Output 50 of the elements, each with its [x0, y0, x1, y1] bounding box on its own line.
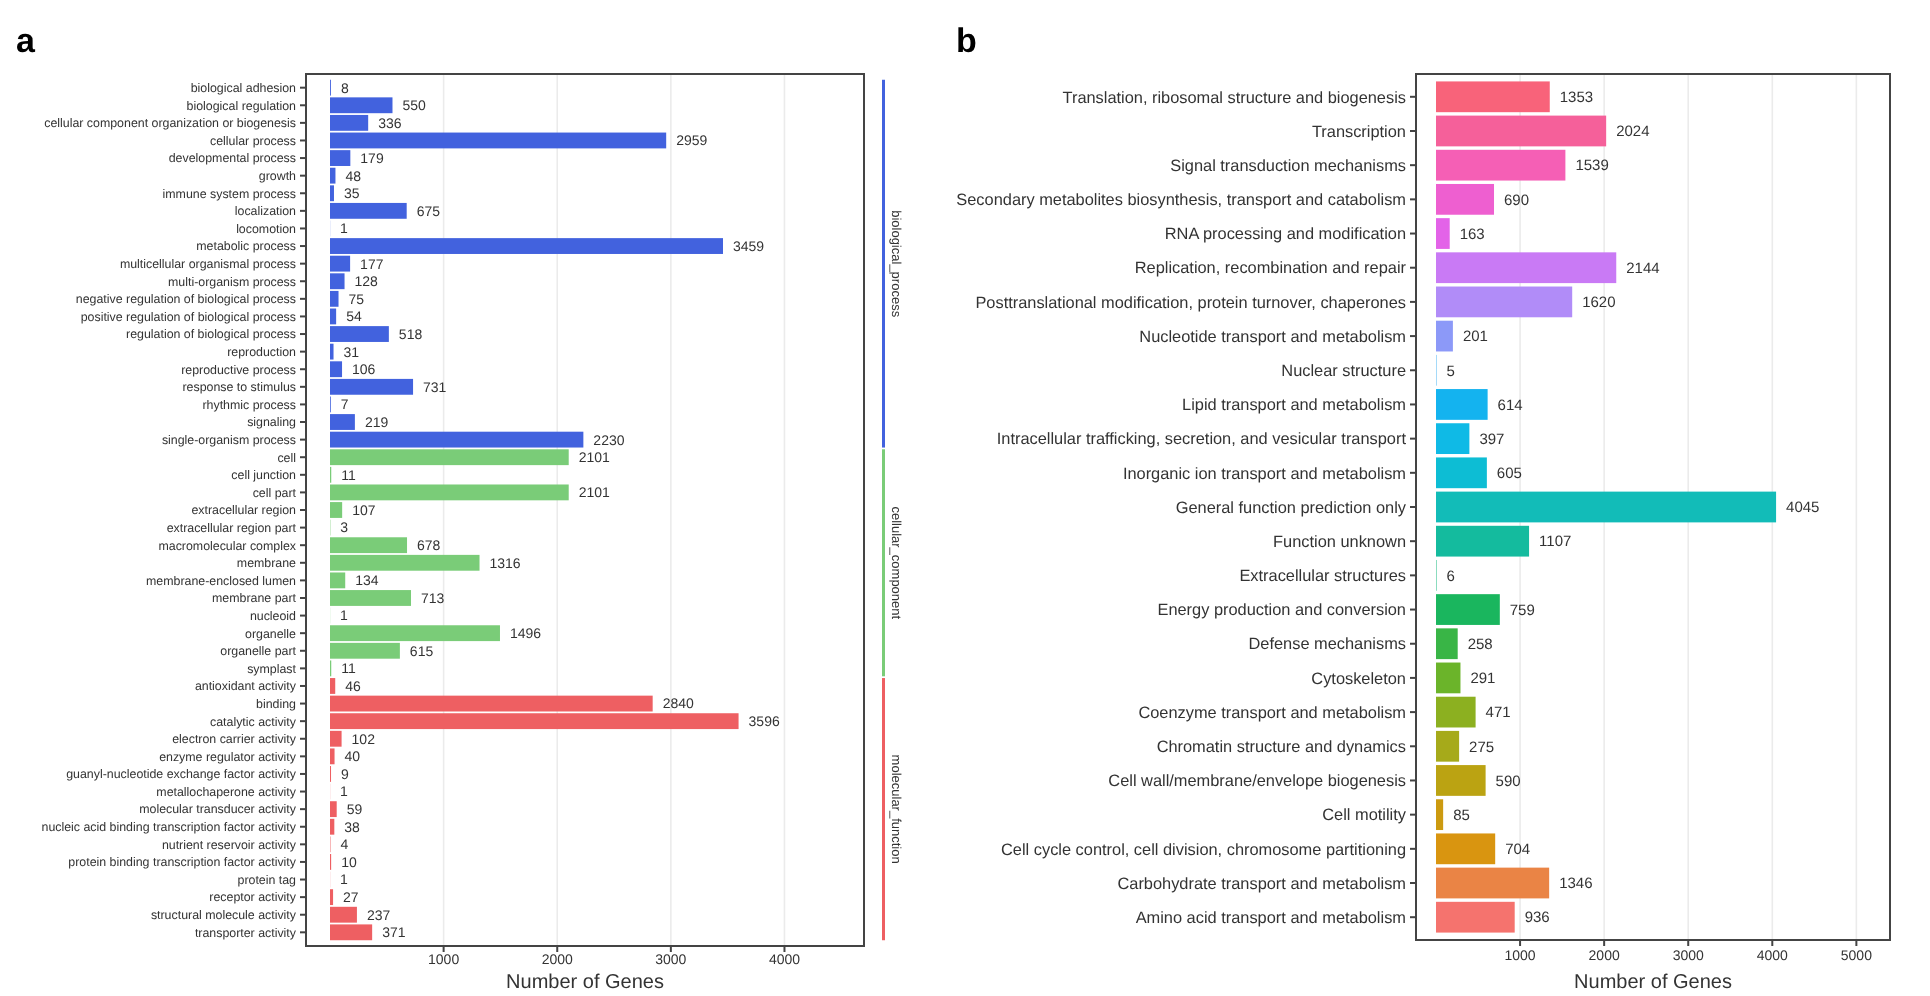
- y-tick-label: Transcription: [1311, 122, 1407, 141]
- y-tick-label: Amino acid transport and metabolism: [1135, 908, 1407, 927]
- y-tick-label: Nucleotide transport and metabolism: [1139, 327, 1407, 346]
- y-tick-label: Carbohydrate transport and metabolism: [1117, 874, 1407, 893]
- bar: [1436, 252, 1617, 284]
- bar: [1436, 183, 1495, 215]
- y-tick-label: RNA processing and modification: [1164, 225, 1407, 244]
- y-tick-label: Defense mechanisms: [1248, 635, 1406, 654]
- y-tick-label: Translation, ribosomal structure and biogenesis: [1062, 88, 1406, 107]
- y-tick-label: Chromatin structure and dynamics: [1156, 738, 1406, 757]
- bar: [1436, 491, 1777, 523]
- y-tick-label: Secondary metabolites biosynthesis, transport and catabolism: [956, 191, 1407, 210]
- text: b: [956, 22, 977, 60]
- y-tick-label: Lipid transport and metabolism: [1182, 396, 1407, 415]
- y-tick-label: Cell wall/membrane/envelope biogenesis: [1108, 772, 1406, 791]
- bar: [1436, 320, 1453, 352]
- y-tick-label: Nuclear structure: [1281, 362, 1407, 381]
- bar: [1436, 525, 1530, 557]
- bar: [1436, 901, 1515, 933]
- y-tick-label: General function prediction only: [1175, 498, 1408, 517]
- bar: [1436, 286, 1573, 318]
- bar: [1436, 594, 1500, 625]
- bar: [1436, 730, 1460, 762]
- y-tick-label: Intracellular trafficking, secretion, and vesicular transport: [996, 430, 1408, 449]
- bar: [1436, 628, 1458, 660]
- bar: [1436, 218, 1450, 249]
- x-axis-title: Number of Genes: [506, 972, 664, 994]
- bar: [1436, 867, 1550, 899]
- x-axis-title: Number of Genes: [1574, 972, 1732, 994]
- y-tick-label: Function unknown: [1273, 532, 1407, 551]
- y-tick-label: Energy production and conversion: [1157, 601, 1407, 620]
- y-tick-label: Cytoskeleton: [1311, 669, 1407, 688]
- bar: [1436, 662, 1461, 694]
- y-tick-label: Extracellular structures: [1239, 567, 1406, 586]
- bar: [1436, 833, 1496, 865]
- bar: [1436, 799, 1444, 831]
- y-tick-label: Posttranslational modification, protein turnover, chaperones: [975, 293, 1406, 312]
- y-tick-label: Cell motility: [1322, 806, 1408, 825]
- bar: [1436, 149, 1566, 181]
- y-tick-label: Inorganic ion transport and metabolism: [1122, 464, 1407, 483]
- bar: [1436, 696, 1476, 728]
- bar: [1436, 115, 1607, 147]
- y-tick-label: Signal transduction mechanisms: [1170, 156, 1406, 175]
- text: a: [16, 22, 36, 60]
- bar: [1436, 457, 1487, 489]
- bar: [1436, 81, 1550, 113]
- y-tick-label: Coenzyme transport and metabolism: [1138, 703, 1407, 722]
- bar: [1436, 765, 1486, 796]
- y-tick-label: Cell cycle control, cell division, chromosome partitioning: [1001, 840, 1407, 859]
- y-tick-label: Replication, recombination and repair: [1134, 259, 1407, 278]
